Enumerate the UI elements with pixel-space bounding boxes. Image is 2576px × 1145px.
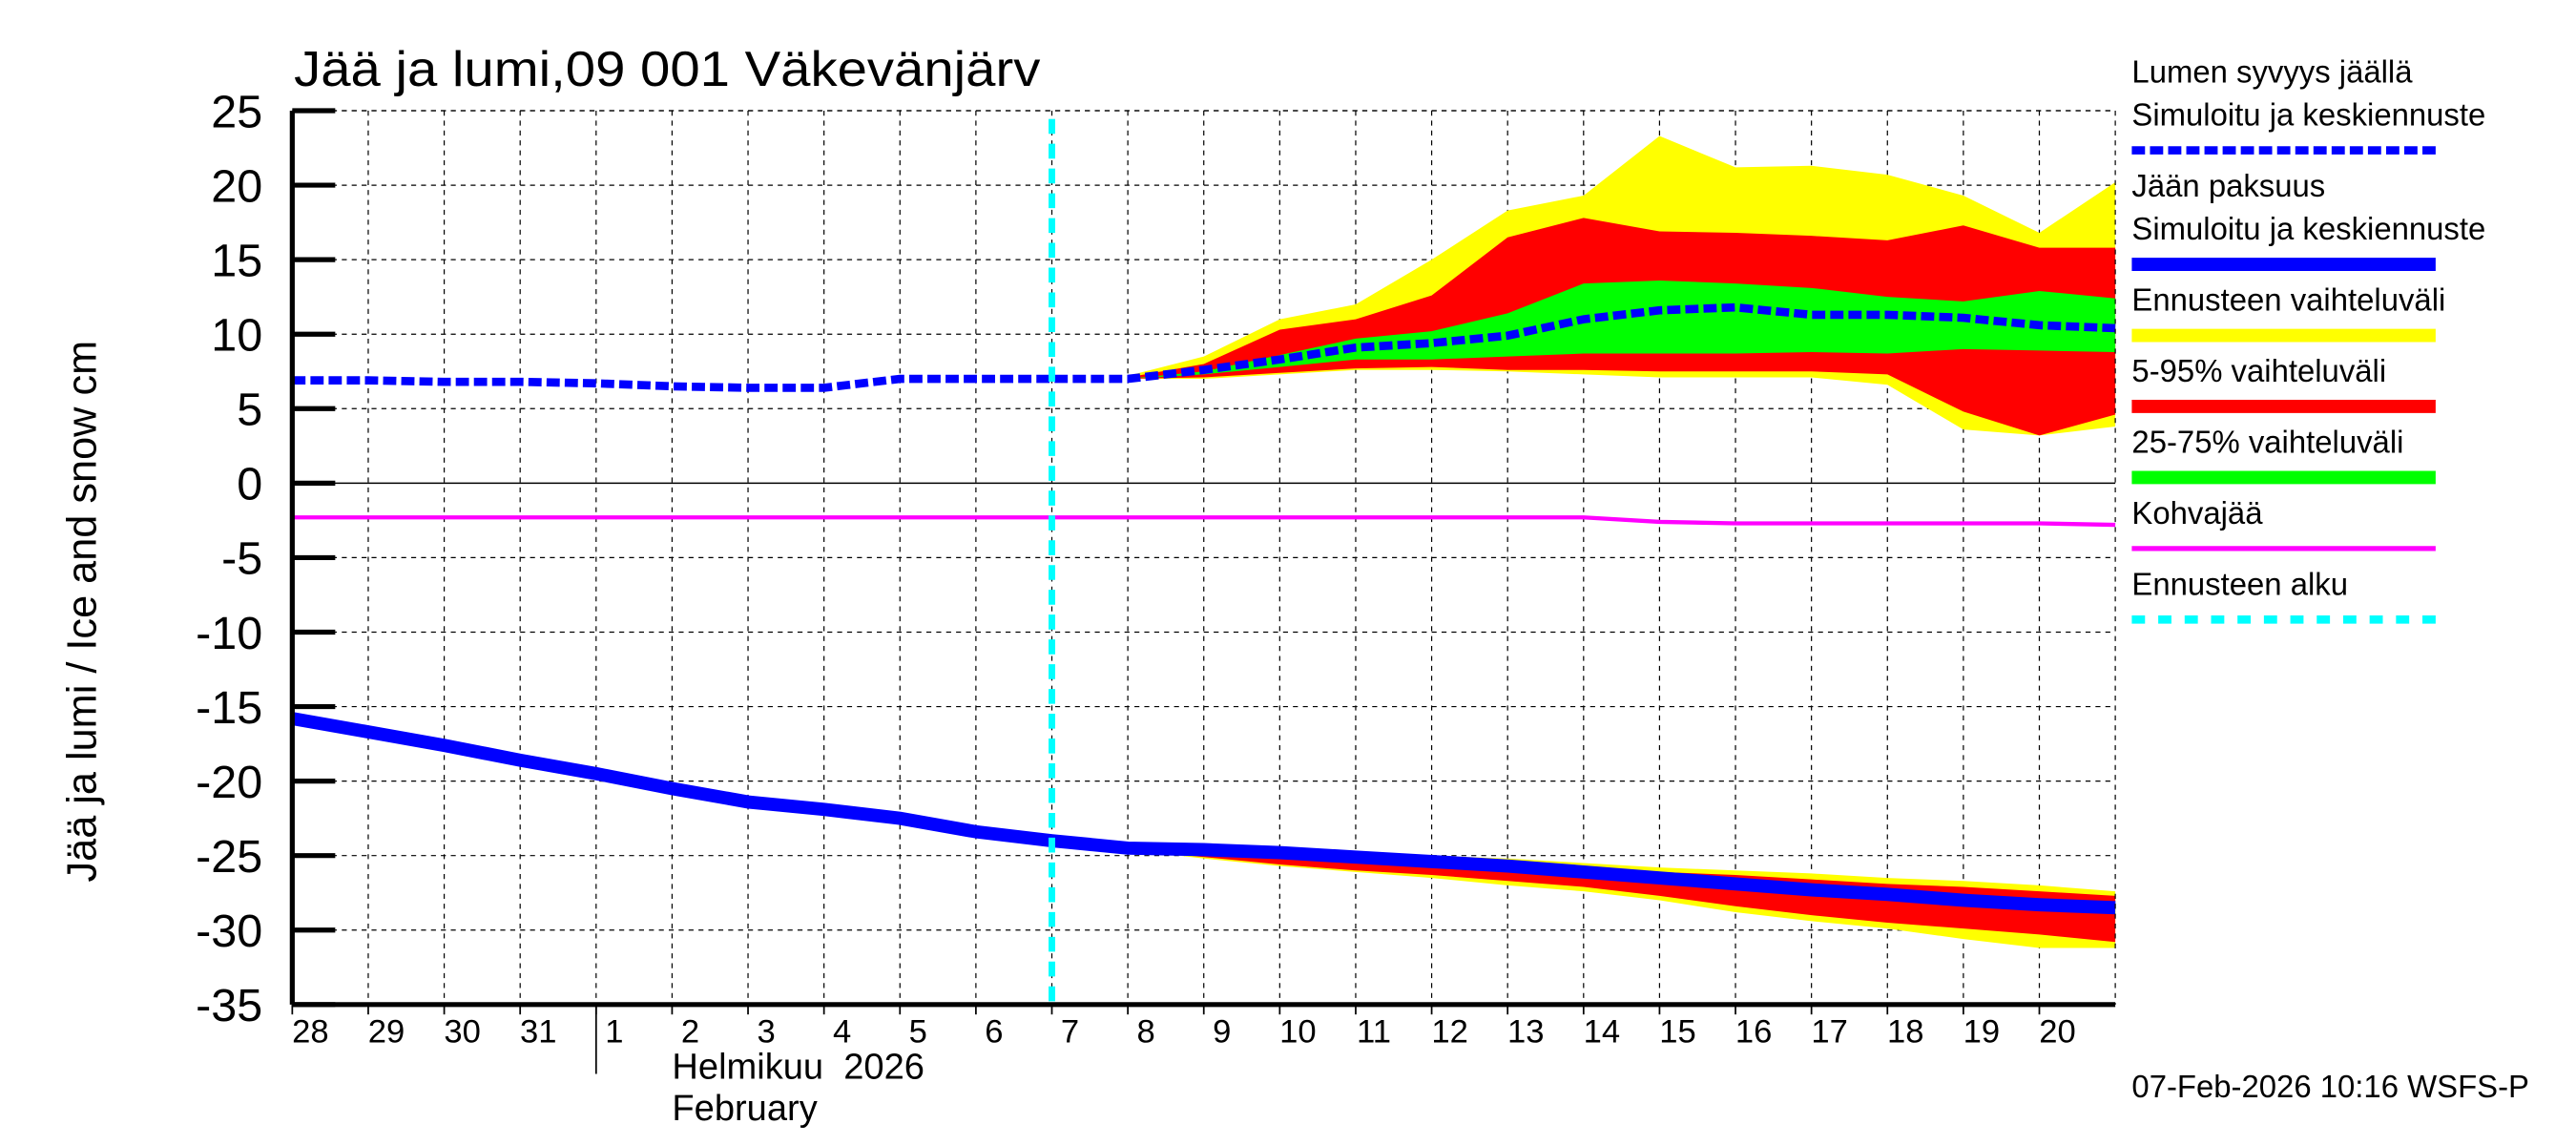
month-label-en: February [672, 1089, 817, 1129]
y-tick-label: -25 [196, 831, 262, 883]
y-tick-label: -20 [196, 757, 262, 808]
ice-5-95-band [1128, 847, 2116, 943]
footer-timestamp: 07-Feb-2026 10:16 WSFS-P [2131, 1069, 2529, 1104]
x-tick-label: 11 [1357, 1014, 1391, 1051]
x-tick-label: 5 [909, 1014, 927, 1051]
y-tick-label: -5 [221, 533, 262, 585]
x-tick-label: 4 [833, 1014, 851, 1051]
x-tick-label: 3 [757, 1014, 775, 1051]
y-tick-label: 15 [211, 235, 262, 286]
legend-label: 5-95% vaihteluväli [2131, 353, 2386, 388]
legend-label: Simuloitu ja keskiennuste [2131, 211, 2485, 246]
x-tick-label: 10 [1279, 1014, 1316, 1051]
legend-label: 25-75% vaihteluväli [2131, 424, 2403, 459]
x-tick-label: 31 [520, 1014, 556, 1051]
legend-label: Jään paksuus [2131, 168, 2325, 203]
y-tick-label: 0 [237, 459, 262, 510]
y-tick-label: 20 [211, 160, 262, 212]
x-tick-label: 7 [1061, 1014, 1079, 1051]
kohvajaa-line [292, 515, 2116, 528]
y-tick-label: -30 [196, 906, 262, 957]
x-tick-label: 20 [2039, 1014, 2075, 1051]
x-tick-label: 8 [1137, 1014, 1155, 1051]
x-tick-label: 14 [1584, 1014, 1620, 1051]
x-tick-label: 15 [1659, 1014, 1695, 1051]
chart-title: Jää ja lumi,09 001 Väkevänjärv [294, 42, 1040, 97]
x-tick-label: 19 [1963, 1014, 2000, 1051]
y-tick-label: -10 [196, 608, 262, 659]
x-tick-label: 2 [681, 1014, 699, 1051]
x-tick-label: 18 [1887, 1014, 1923, 1051]
x-tick-label: 13 [1507, 1014, 1544, 1051]
legend-label: Ennusteen alku [2131, 566, 2348, 601]
ice-thickness-line [291, 712, 2116, 915]
x-tick-label: 17 [1811, 1014, 1847, 1051]
y-tick-label: 25 [211, 86, 262, 137]
x-tick-label: 1 [605, 1014, 623, 1051]
legend-label: Kohvajää [2131, 495, 2263, 531]
legend-label: Lumen syvyys jäällä [2131, 54, 2413, 90]
month-label: Helmikuu 2026 [672, 1048, 924, 1088]
y-tick-label: -35 [196, 980, 262, 1031]
legend-label: Simuloitu ja keskiennuste [2131, 97, 2485, 133]
x-tick-label: 6 [985, 1014, 1003, 1051]
y-axis-label: Jää ja lumi / Ice and snow cm [59, 341, 105, 883]
x-tick-label: 29 [368, 1014, 405, 1051]
snow-depth-line [292, 302, 2116, 392]
x-tick-label: 30 [444, 1014, 480, 1051]
x-tick-label: 9 [1213, 1014, 1231, 1051]
x-tick-label: 12 [1431, 1014, 1467, 1051]
y-tick-label: -15 [196, 682, 262, 734]
snow-25-75-band [1128, 281, 2116, 380]
x-tick-label: 16 [1735, 1014, 1772, 1051]
y-tick-label: 5 [237, 385, 262, 436]
y-tick-label: 10 [211, 310, 262, 362]
x-tick-label: 28 [292, 1014, 328, 1051]
ice-forecast-range-band [1128, 846, 2116, 948]
legend-label: Ennusteen vaihteluväli [2131, 282, 2445, 318]
